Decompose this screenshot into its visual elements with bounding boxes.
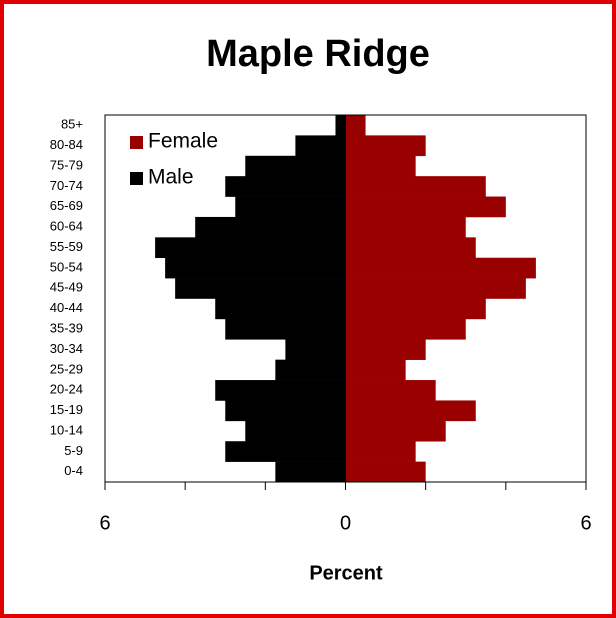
bar <box>345 461 426 483</box>
bar <box>345 278 526 299</box>
x-axis-label: Percent <box>309 562 383 584</box>
bar <box>345 237 476 259</box>
bar <box>345 339 426 360</box>
bar <box>245 155 346 177</box>
y-tick-label: 85+ <box>61 117 83 132</box>
y-tick-label: 60-64 <box>50 219 83 234</box>
y-tick-label: 0-4 <box>64 463 83 478</box>
bar <box>345 441 416 462</box>
x-tick-label: 6 <box>99 512 110 534</box>
legend-label: Female <box>148 130 218 153</box>
y-tick-label: 50-54 <box>50 259 83 274</box>
bar <box>285 339 346 360</box>
bar <box>225 400 346 422</box>
bar <box>275 359 346 381</box>
bar <box>345 115 366 136</box>
bar <box>345 420 446 442</box>
bar <box>345 257 536 279</box>
legend-swatch <box>130 172 143 185</box>
bar <box>215 298 346 320</box>
bar <box>345 196 506 218</box>
legend-label: Male <box>148 166 194 189</box>
bar <box>345 298 486 320</box>
y-tick-label: 25-29 <box>50 361 83 376</box>
bar <box>175 278 346 299</box>
x-tick-label: 6 <box>580 512 591 534</box>
bar <box>295 135 346 157</box>
bar <box>345 318 466 340</box>
bar <box>275 461 346 483</box>
y-tick-label: 40-44 <box>50 300 83 315</box>
y-tick-label: 70-74 <box>50 178 83 193</box>
bar <box>345 380 436 401</box>
y-tick-label: 75-79 <box>50 157 83 172</box>
bar <box>345 216 466 238</box>
bar <box>345 400 476 422</box>
bar <box>345 176 486 197</box>
y-tick-label: 65-69 <box>50 198 83 213</box>
bar <box>335 115 346 136</box>
bar <box>225 318 346 340</box>
bar <box>245 420 346 442</box>
bar <box>165 257 346 279</box>
y-tick-label: 35-39 <box>50 321 83 336</box>
bar <box>235 196 346 218</box>
y-tick-label: 55-59 <box>50 239 83 254</box>
y-tick-label: 5-9 <box>64 443 83 458</box>
chart-title: Maple Ridge <box>206 33 430 75</box>
bar <box>215 380 346 401</box>
bar <box>155 237 346 259</box>
y-tick-label: 20-24 <box>50 382 83 397</box>
x-tick-label: 0 <box>340 512 351 534</box>
bar <box>225 441 346 462</box>
bar <box>195 216 346 238</box>
legend-swatch <box>130 136 143 149</box>
y-tick-label: 30-34 <box>50 341 83 356</box>
bar <box>345 155 416 177</box>
y-tick-label: 45-49 <box>50 280 83 295</box>
bar <box>345 359 406 381</box>
bar <box>225 176 346 197</box>
y-tick-label: 15-19 <box>50 402 83 417</box>
bar <box>345 135 426 157</box>
y-tick-label: 10-14 <box>50 422 83 437</box>
y-tick-label: 80-84 <box>50 137 83 152</box>
